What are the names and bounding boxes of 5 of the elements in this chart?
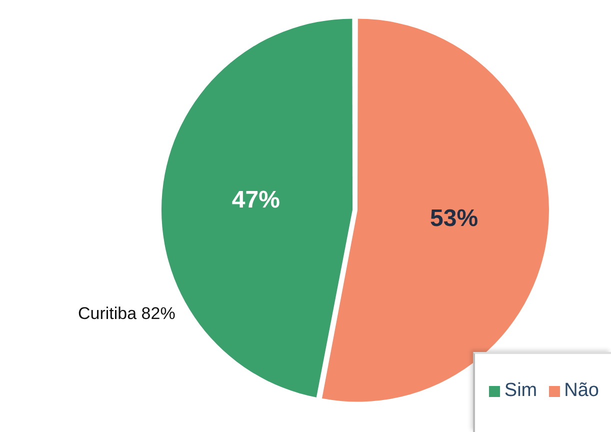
legend-label: Sim (504, 380, 538, 402)
legend-label: Não (564, 380, 599, 402)
text: Curitiba 82% (78, 304, 176, 324)
data-label: 53% (430, 204, 478, 232)
data-label: 47% (232, 186, 280, 214)
